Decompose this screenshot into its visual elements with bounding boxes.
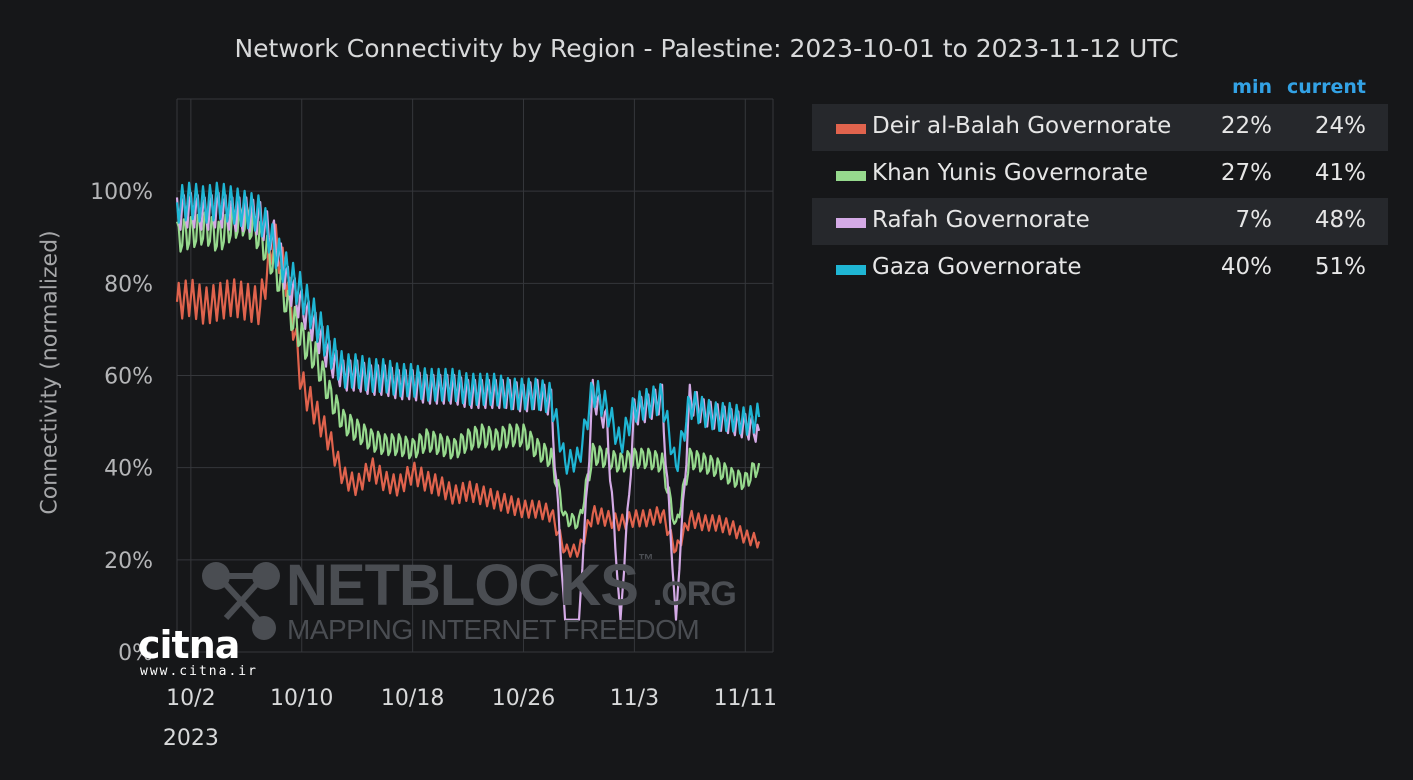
y-tick-label: 20% xyxy=(104,549,153,574)
y-tick-label: 80% xyxy=(104,272,153,297)
y-axis-ticks: 0% 20% 40% 60% 80% 100% xyxy=(90,180,153,666)
legend-series-min: 7% xyxy=(1235,207,1273,233)
citna-logo: citna xyxy=(138,623,240,667)
chart-legend: min current Deir al-Balah Governorate 22… xyxy=(812,74,1388,292)
y-tick-label: 0% xyxy=(118,641,153,666)
chart-plot: 0% 20% 40% 60% 80% 100% 10/2 10/10 10/18 10/26 11… xyxy=(90,98,777,751)
series-line xyxy=(175,181,761,475)
chart-title: Network Connectivity by Region - Palesti… xyxy=(234,34,1179,63)
legend-header: min current xyxy=(812,74,1388,104)
x-tick-label: 10/10 xyxy=(270,686,333,711)
legend-swatch xyxy=(836,265,866,275)
legend-row[interactable]: Rafah Governorate 7% 48% xyxy=(812,198,1388,245)
x-tick-label: 10/26 xyxy=(492,686,555,711)
legend-series-current: 51% xyxy=(1314,254,1366,280)
x-year-label: 2023 xyxy=(163,726,219,751)
legend-swatch xyxy=(836,124,866,134)
legend-series-min: 22% xyxy=(1220,113,1272,139)
watermark-tm: ™ xyxy=(637,552,654,569)
watermark-brand: NETBLOCKS xyxy=(286,553,639,618)
legend-series-min: 40% xyxy=(1220,254,1272,280)
y-tick-label: 40% xyxy=(104,457,153,482)
chart-series xyxy=(175,181,761,621)
x-tick-label: 10/18 xyxy=(381,686,444,711)
citna-url: www.citna.ir xyxy=(140,664,258,679)
legend-swatch xyxy=(836,171,866,181)
legend-series-min: 27% xyxy=(1220,160,1272,186)
chart-grid xyxy=(176,98,774,653)
x-tick-label: 11/3 xyxy=(610,686,659,711)
legend-row[interactable]: Khan Yunis Governorate 27% 41% xyxy=(812,151,1388,198)
legend-series-current: 24% xyxy=(1314,113,1366,139)
legend-header-current[interactable]: current xyxy=(1286,76,1366,98)
network-nodes-icon xyxy=(202,562,280,640)
y-tick-label: 100% xyxy=(90,180,153,205)
legend-header-min[interactable]: min xyxy=(1232,76,1272,98)
legend-series-name: Gaza Governorate xyxy=(872,254,1082,280)
watermark-tagline: MAPPING INTERNET FREEDOM xyxy=(287,614,700,645)
legend-series-name: Khan Yunis Governorate xyxy=(872,160,1148,186)
legend-row[interactable]: Deir al-Balah Governorate 22% 24% xyxy=(812,104,1388,151)
x-axis-ticks: 10/2 10/10 10/18 10/26 11/3 11/11 2023 xyxy=(163,686,777,751)
x-tick-label: 10/2 xyxy=(166,686,215,711)
legend-series-name: Rafah Governorate xyxy=(872,207,1090,233)
watermark-org: .ORG xyxy=(652,575,737,613)
x-tick-label: 11/11 xyxy=(714,686,777,711)
legend-row[interactable]: Gaza Governorate 40% 51% xyxy=(812,245,1388,292)
legend-series-name: Deir al-Balah Governorate xyxy=(872,113,1172,139)
legend-swatch xyxy=(836,218,866,228)
legend-series-current: 48% xyxy=(1314,207,1366,233)
y-tick-label: 60% xyxy=(104,365,153,390)
legend-series-current: 41% xyxy=(1314,160,1366,186)
netblocks-watermark: NETBLOCKS™ .ORG xyxy=(286,552,737,619)
series-line xyxy=(175,202,761,530)
